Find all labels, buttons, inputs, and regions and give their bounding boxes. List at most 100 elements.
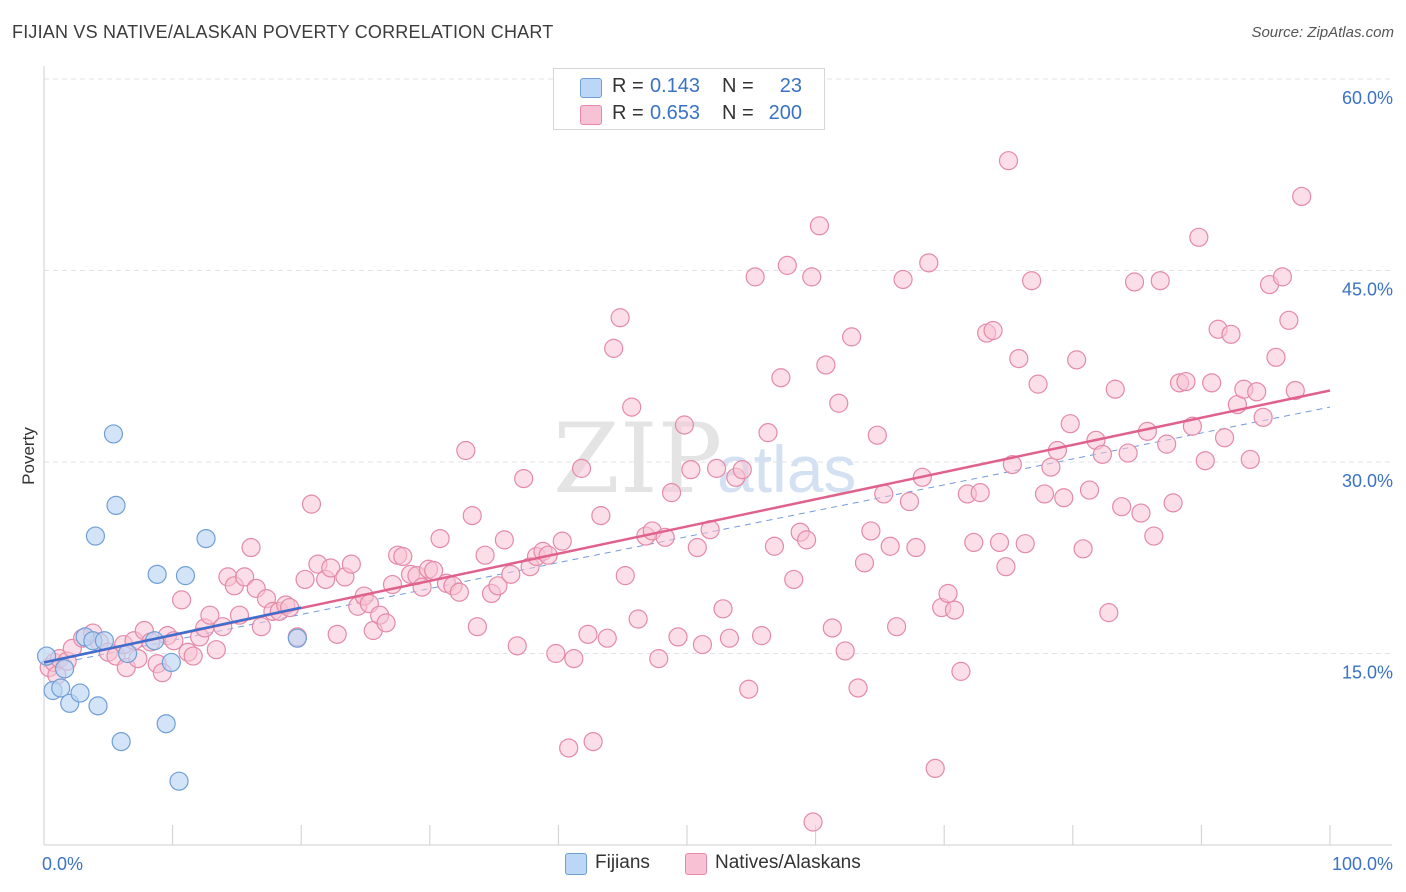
native-point [1272, 267, 1293, 287]
native-point [719, 628, 740, 648]
native-point [295, 569, 315, 590]
native-point [571, 458, 592, 478]
fijian-point [156, 714, 176, 734]
native-point [241, 537, 261, 558]
native-point [970, 483, 990, 503]
fijian-point [103, 424, 124, 444]
native-point [745, 267, 765, 287]
native-point [816, 355, 836, 375]
n-label: N = [722, 102, 754, 124]
fijian-point [175, 566, 196, 586]
fijian-point [196, 528, 216, 549]
native-point [456, 440, 476, 461]
native-point [867, 425, 887, 445]
native-point [751, 626, 772, 646]
y-tick-label: 15.0% [1342, 663, 1393, 683]
legend-row-fijians: R = 0.143 N = 23 [554, 75, 824, 101]
native-point [1034, 484, 1055, 504]
native-point [1054, 488, 1074, 508]
native-point [1041, 457, 1061, 477]
native-point [1292, 186, 1312, 207]
native-point [1279, 310, 1299, 330]
native-point [771, 368, 791, 388]
native-point [597, 628, 617, 648]
native-point [604, 338, 624, 358]
native-point [713, 599, 733, 619]
native-point [610, 308, 630, 328]
native-point [919, 253, 939, 273]
native-point [681, 460, 701, 480]
native-point [674, 415, 695, 435]
native-point [1253, 407, 1273, 427]
natives-legend-swatch [685, 853, 707, 875]
native-point [559, 738, 579, 758]
y-tick-label: 45.0% [1342, 280, 1393, 300]
native-point [842, 327, 862, 347]
native-point [874, 484, 894, 504]
native-point [1247, 382, 1267, 402]
watermark-zip: ZIP [553, 403, 722, 515]
native-point [546, 643, 566, 664]
native-point [739, 679, 759, 699]
native-point [732, 460, 752, 480]
native-point [488, 576, 508, 596]
r-value: 0.143 [650, 75, 701, 97]
native-point [183, 646, 203, 666]
native-point [1266, 347, 1286, 367]
fijian-point [287, 628, 307, 648]
y-tick-label: 30.0% [1342, 471, 1393, 491]
native-point [989, 532, 1010, 553]
fijian-point [161, 652, 181, 673]
fijian-point [147, 564, 167, 584]
native-point [206, 640, 226, 660]
native-point [1022, 271, 1042, 291]
native-point [1112, 497, 1132, 517]
native-point [1067, 350, 1087, 370]
native-point [1124, 272, 1145, 292]
native-point [341, 554, 361, 574]
legend-label-fijians: Fijians [595, 852, 650, 873]
fijians-trend-line [43, 606, 302, 664]
native-point [1214, 428, 1235, 448]
native-point [200, 605, 220, 625]
native-point [983, 320, 1003, 341]
native-point [501, 564, 521, 584]
grid-lines [44, 78, 1392, 654]
fijians-swatch [580, 78, 602, 98]
native-point [758, 423, 778, 443]
native-point [1079, 480, 1100, 500]
native-point [796, 530, 817, 550]
native-point [687, 537, 707, 558]
native-point [1002, 454, 1022, 475]
native-point [944, 600, 965, 620]
native-point [376, 613, 396, 633]
native-point [906, 537, 926, 558]
native-point [628, 609, 648, 629]
native-point [1009, 348, 1029, 369]
native-point [1073, 539, 1093, 559]
native-point [1144, 526, 1164, 546]
native-point [327, 624, 347, 644]
native-point [1099, 603, 1119, 623]
fijian-point [106, 495, 126, 516]
native-point [475, 545, 495, 565]
fijian-point [169, 771, 189, 791]
fijian-point [51, 678, 71, 698]
native-point [393, 546, 413, 567]
data-points [36, 151, 1312, 832]
r-label: R = [612, 75, 644, 97]
native-point [172, 590, 192, 610]
n-value: 200 [768, 102, 802, 124]
native-point [1060, 414, 1080, 434]
native-point [829, 393, 849, 413]
fijian-point [111, 731, 131, 752]
x-tick-label: 0.0% [42, 854, 83, 874]
correlation-legend: R = 0.143 N = 23 R = 0.653 N = 200 [553, 68, 825, 130]
native-point [507, 636, 527, 656]
r-value: 0.653 [650, 102, 701, 124]
native-point [1176, 371, 1196, 392]
native-point [706, 458, 727, 478]
native-point [899, 491, 920, 512]
